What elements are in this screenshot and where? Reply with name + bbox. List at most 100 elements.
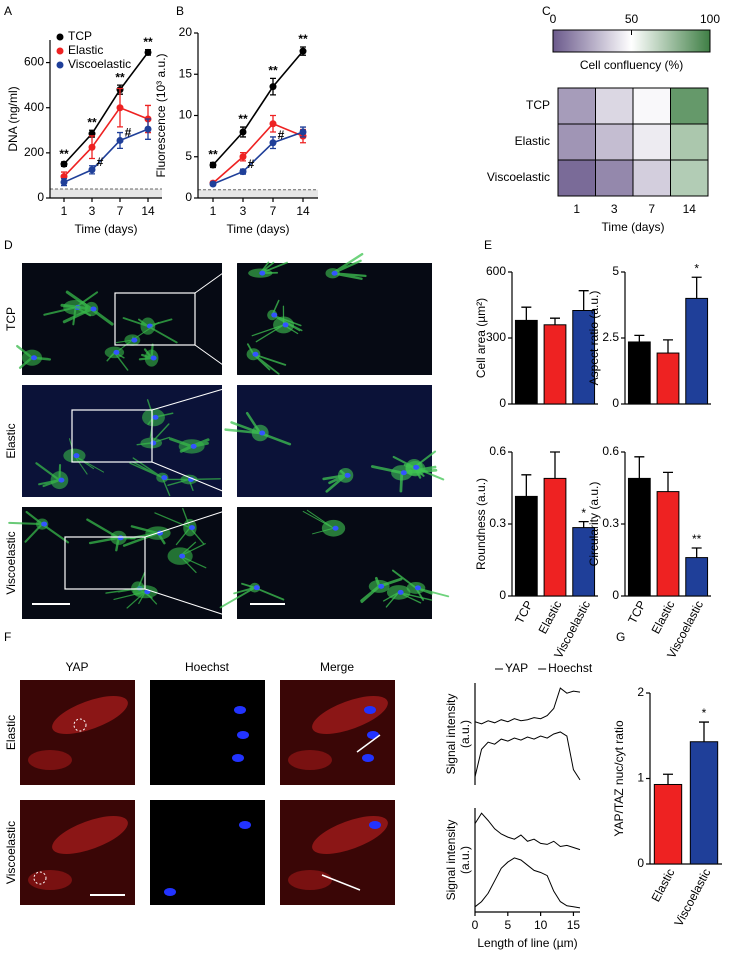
x-axis-label: Length of line (µm) [477,936,577,950]
nucleus [188,525,195,531]
data-point [269,83,277,91]
x-tick-label: 10 [534,918,548,932]
bar [572,527,596,597]
significance: ** [692,532,702,546]
significance: ** [238,112,248,126]
heatmap-cell [670,159,709,197]
colorbar-tick-label: 50 [625,12,639,26]
y-tick-label: 2.5 [602,330,619,344]
nucleus [364,706,376,714]
nucleus [232,754,244,762]
y-axis-label: Signal intensity [444,820,458,901]
heatmap-cell [632,87,671,125]
x-tick-label: 1 [61,204,68,218]
x-axis-label: Time (days) [227,222,290,236]
data-point [116,136,124,144]
x-tick-label: 14 [296,204,310,218]
row-label: Elastic [4,715,18,750]
error-bar [634,456,645,479]
error-bar [550,317,560,325]
y-tick-label: 300 [486,330,506,344]
heatmap-cell [632,123,671,161]
cell [110,321,160,358]
legend-marker [56,33,64,41]
cell [391,569,450,601]
x-tick-label: 3 [89,204,96,218]
column-label: YAP [65,660,88,674]
y-tick-label: 0 [499,396,506,410]
significance: * [581,506,586,520]
bar [656,491,680,597]
y-axis-label: (a.u.) [458,846,472,874]
x-tick-label: 7 [270,204,277,218]
panel-label: B [176,4,184,18]
nucleus [259,270,266,276]
series-line [474,857,581,909]
significance: # [248,157,255,171]
row-label: Elastic [4,423,18,458]
nucleus [331,270,338,276]
x-tick-label: TCP [512,598,536,626]
y-tick-label: 10 [179,108,193,122]
data-point [239,168,247,176]
y-tick-label: 600 [24,55,44,69]
heatmap-cell [557,159,596,197]
cell [154,507,205,546]
nucleus [259,430,266,436]
x-tick-label: 7 [117,204,124,218]
column-label: Merge [320,660,354,674]
y-axis-label: Signal intensity [444,694,458,775]
cell [122,525,166,547]
error-bar [699,721,709,742]
nucleus [131,337,138,343]
cell [8,510,70,544]
y-axis-label: (a.u.) [458,720,472,748]
nucleus [332,525,339,531]
nucleus [414,585,421,591]
data-point [239,153,247,161]
error-bar [550,451,560,479]
error-bar [663,339,673,354]
nucleus [150,355,157,361]
significance: ** [143,35,153,49]
heatmap-cell [557,87,596,125]
series-line [212,131,304,185]
data-point [144,125,152,133]
x-tick-label: Elastic [648,866,677,904]
data-point [209,161,217,169]
error-bar [663,471,673,492]
micrograph [22,263,222,375]
y-tick-label: 0 [185,190,192,204]
y-tick-label: 5 [612,264,619,278]
data-point [299,128,307,136]
x-tick-label: Elastic [535,598,564,636]
error-bar [521,474,532,497]
y-tick-label: 200 [24,145,44,159]
x-tick-label: TCP [625,598,649,626]
nucleus [90,306,97,312]
cell [129,457,171,497]
x-tick-label: 15 [567,918,581,932]
profile-line [356,734,381,753]
detection-band [198,189,318,198]
series-line [474,812,581,851]
heatmap-cell [595,87,634,125]
data-point [60,178,68,186]
series-line [63,51,149,165]
nucleus [239,821,251,829]
cell-signal [312,816,388,854]
bar [543,324,567,405]
panel-label: F [4,630,11,644]
cell [162,478,221,492]
heatmap-cell [557,123,596,161]
nucleus [253,585,260,591]
cell-signal [288,750,332,770]
y-axis-label: YAP/TAZ nuc/cyt ratio [612,720,626,837]
y-tick-label: 0 [612,588,619,602]
bar [572,310,596,405]
x-tick-label: Viscoelastic [671,866,713,928]
error-bar [634,334,645,342]
cell [60,290,114,326]
series-line [212,50,304,166]
